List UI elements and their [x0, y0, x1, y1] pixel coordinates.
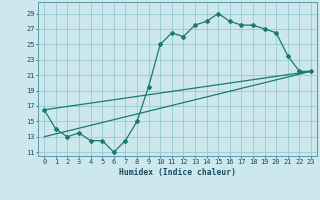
X-axis label: Humidex (Indice chaleur): Humidex (Indice chaleur) — [119, 168, 236, 177]
